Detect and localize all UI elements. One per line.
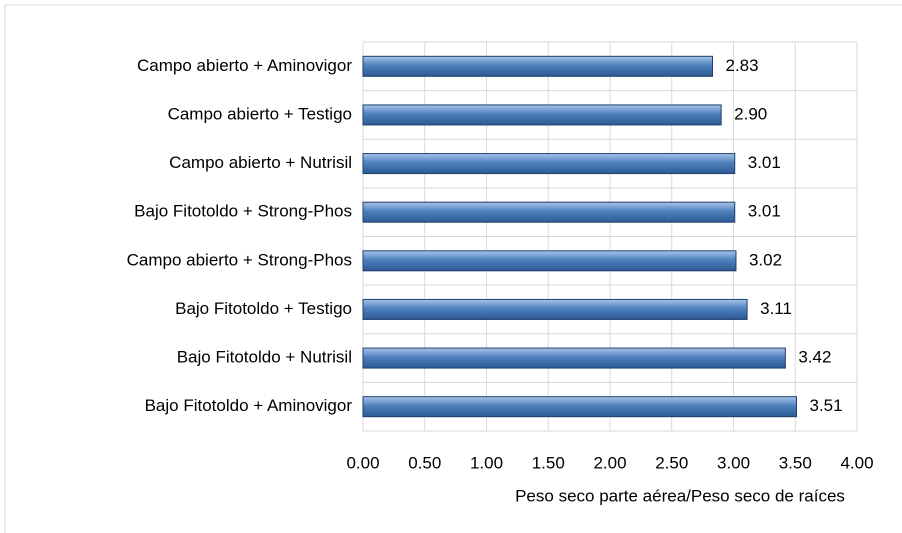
- x-tick-label: 2.50: [655, 453, 688, 472]
- data-label: 3.51: [809, 396, 842, 415]
- data-label: 2.90: [734, 104, 767, 123]
- x-tick-label: 1.00: [470, 453, 503, 472]
- bar: [362, 298, 748, 320]
- y-tick-label: Bajo Fitotoldo + Testigo: [175, 299, 352, 318]
- y-tick-label: Campo abierto + Nutrisil: [169, 153, 352, 172]
- data-label: 3.01: [748, 202, 781, 221]
- bar: [362, 201, 736, 223]
- y-tick-label: Campo abierto + Aminovigor: [137, 56, 352, 75]
- bar: [362, 250, 737, 272]
- y-tick-label: Campo abierto + Testigo: [168, 104, 352, 123]
- bar: [362, 55, 714, 77]
- x-tick-label: 0.00: [346, 453, 379, 472]
- x-tick-label: 2.00: [593, 453, 626, 472]
- y-tick-label: Bajo Fitotoldo + Nutrisil: [177, 348, 352, 367]
- x-tick-label: 3.00: [717, 453, 750, 472]
- bar: [362, 347, 786, 369]
- bar: [362, 396, 797, 418]
- y-tick-label: Bajo Fitotoldo + Aminovigor: [145, 396, 353, 415]
- data-label: 3.11: [760, 299, 792, 318]
- y-tick-label: Bajo Fitotoldo + Strong-Phos: [134, 202, 352, 221]
- x-axis-title: Peso seco parte aérea/Peso seco de raíce…: [515, 486, 845, 505]
- x-tick-label: 3.50: [779, 453, 812, 472]
- bar: [362, 153, 736, 175]
- bar: [362, 104, 722, 126]
- data-label: 3.01: [748, 153, 781, 172]
- x-tick-label: 1.50: [532, 453, 565, 472]
- data-label: 3.42: [798, 348, 831, 367]
- data-label: 3.02: [749, 250, 782, 269]
- data-label: 2.83: [726, 56, 759, 75]
- y-tick-label: Campo abierto + Strong-Phos: [127, 250, 352, 269]
- x-tick-label: 4.00: [840, 453, 873, 472]
- x-tick-label: 0.50: [408, 453, 441, 472]
